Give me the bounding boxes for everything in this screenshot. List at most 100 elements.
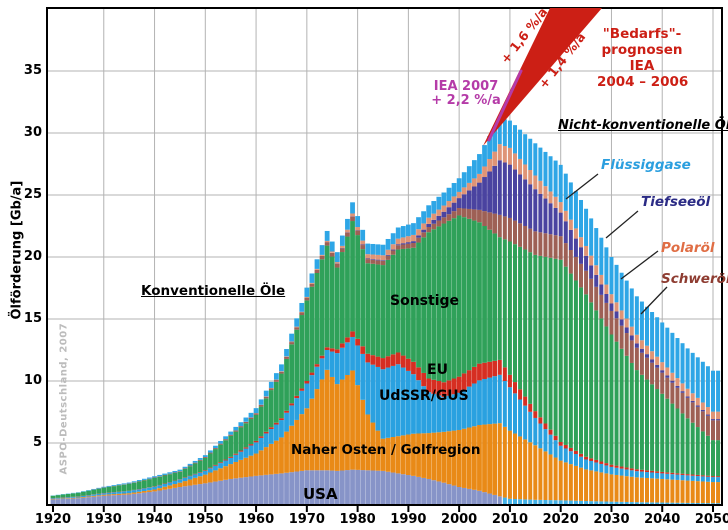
stack-bar-segment — [466, 166, 472, 183]
stack-bar-segment — [136, 491, 142, 494]
iea-2007-annotation: IEA 2007 + 2,2 %/a — [428, 80, 504, 108]
stack-bar-segment — [568, 229, 573, 251]
stack-bar-segment — [375, 260, 381, 265]
stack-bar-segment — [345, 232, 350, 237]
stack-bar-segment — [141, 488, 147, 491]
stack-bar-segment — [147, 491, 152, 505]
stack-bar-segment — [238, 450, 244, 452]
stack-bar-segment — [365, 243, 371, 255]
stack-bar-segment — [314, 269, 320, 273]
stack-bar-segment — [416, 229, 421, 236]
stack-bar-segment — [589, 470, 594, 502]
stack-bar-segment — [685, 348, 690, 389]
stack-bar-segment — [543, 233, 548, 257]
stack-bar-segment — [650, 384, 655, 471]
stack-bar-segment — [670, 472, 675, 475]
stack-bar-segment — [147, 487, 152, 491]
stack-bar-segment — [416, 380, 421, 434]
stack-bar-segment — [675, 385, 680, 388]
stack-bar-segment — [710, 440, 715, 477]
stack-bar-segment — [700, 475, 705, 477]
stack-bar-segment — [380, 255, 386, 261]
stack-bar-segment — [167, 473, 173, 475]
stack-bar-segment — [655, 472, 660, 479]
stack-bar-segment — [314, 364, 320, 367]
stack-bar-segment — [695, 405, 700, 407]
stack-bar-segment — [563, 448, 568, 463]
stack-bar-segment — [411, 223, 416, 235]
stack-bar-segment — [512, 125, 517, 154]
stack-bar-segment — [345, 375, 350, 471]
stack-bar-segment — [690, 474, 695, 476]
stack-bar-segment — [182, 468, 188, 478]
stack-bar-segment — [96, 496, 102, 505]
stack-bar-segment — [141, 480, 147, 489]
stack-bar-segment — [390, 254, 396, 355]
stack-bar-segment — [533, 189, 538, 232]
stack-bar-segment — [385, 255, 391, 260]
stack-bar-segment — [665, 479, 670, 503]
stack-bar-segment — [461, 208, 467, 218]
stack-bar-segment — [431, 432, 437, 481]
stack-bar-segment — [502, 162, 507, 217]
stack-bar-segment — [314, 366, 320, 390]
stack-bar-segment — [141, 478, 147, 480]
stack-bar-segment — [162, 486, 168, 490]
stack-bar-segment — [492, 494, 498, 505]
stack-bar-segment — [213, 448, 218, 450]
stack-bar-segment — [639, 477, 644, 503]
stack-bar-segment — [60, 494, 66, 498]
stack-bar-segment — [502, 426, 507, 498]
stack-bar-segment — [228, 478, 234, 505]
stack-bar-segment — [385, 259, 391, 357]
series-label-fluessiggase: Flüssiggase — [601, 157, 691, 173]
stack-bar-segment — [436, 481, 442, 505]
stack-bar-segment — [446, 380, 452, 396]
stack-bar-segment — [700, 476, 705, 482]
stack-bar-segment — [329, 241, 335, 252]
stack-bar-segment — [441, 382, 447, 398]
stack-bar-segment — [665, 473, 670, 480]
stack-bar-segment — [202, 457, 208, 458]
stack-bar-segment — [629, 470, 634, 477]
stack-bar-segment — [192, 463, 198, 474]
stack-bar-segment — [446, 220, 452, 381]
stack-bar-segment — [207, 472, 213, 483]
stack-bar-segment — [594, 274, 599, 287]
stack-bar-segment — [584, 459, 589, 470]
stack-bar-segment — [147, 490, 152, 492]
stack-bar-segment — [400, 435, 406, 475]
stack-bar-segment — [548, 203, 553, 235]
stack-bar-segment — [426, 205, 432, 218]
stack-bar-segment — [253, 440, 259, 443]
stack-bar-segment — [568, 273, 573, 448]
stack-bar-segment — [106, 492, 112, 495]
stack-bar-segment — [553, 500, 558, 505]
stack-bar-segment — [446, 395, 452, 432]
stack-bar-segment — [548, 500, 553, 505]
stack-bar-segment — [584, 294, 589, 457]
stack-bar-segment — [471, 383, 477, 427]
stack-bar-segment — [294, 329, 300, 396]
stack-bar-segment — [426, 223, 432, 227]
stack-bar-segment — [670, 479, 675, 503]
stack-bar-segment — [451, 394, 457, 431]
stack-bar-segment — [96, 493, 102, 496]
stack-bar-segment — [492, 213, 498, 234]
stack-bar-segment — [675, 473, 680, 475]
stack-bar-segment — [70, 497, 76, 498]
stack-bar-segment — [243, 421, 249, 424]
stack-bar-segment — [299, 470, 305, 505]
stack-bar-segment — [86, 490, 91, 496]
stack-bar-segment — [477, 182, 482, 210]
stack-bar-segment — [375, 259, 381, 261]
stack-bar-segment — [644, 470, 649, 473]
stack-bar-segment — [644, 472, 649, 478]
stack-bar-segment — [471, 186, 477, 210]
stack-bar-segment — [309, 470, 315, 505]
stack-bar-segment — [192, 477, 198, 485]
stack-bar-segment — [289, 344, 295, 404]
stack-bar-segment — [558, 236, 563, 260]
stack-bar-segment — [329, 256, 335, 349]
stack-bar-segment — [223, 439, 229, 441]
